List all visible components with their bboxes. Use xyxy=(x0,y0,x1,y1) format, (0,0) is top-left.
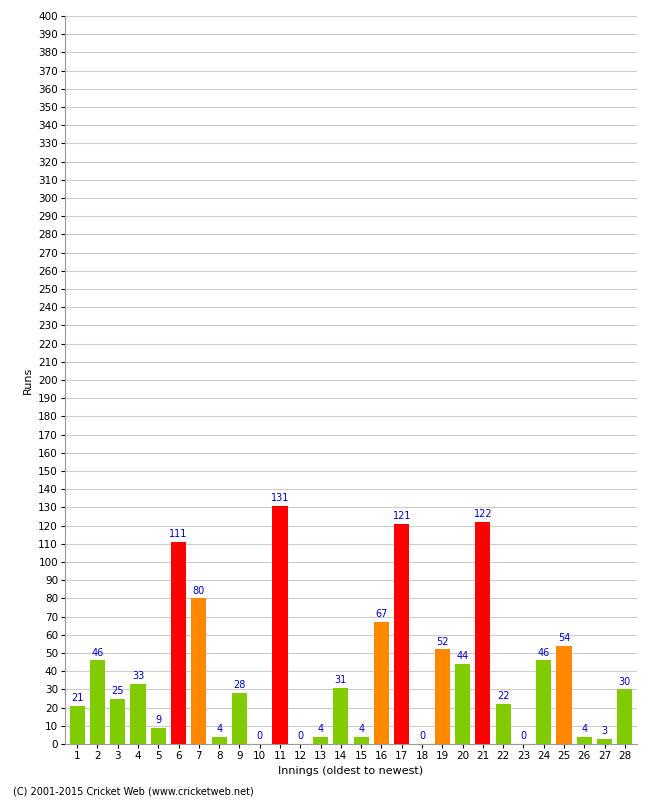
Text: 46: 46 xyxy=(538,647,550,658)
Text: 0: 0 xyxy=(419,731,425,742)
Text: 33: 33 xyxy=(132,671,144,682)
Bar xyxy=(90,660,105,744)
Bar xyxy=(394,524,410,744)
Bar xyxy=(536,660,551,744)
Y-axis label: Runs: Runs xyxy=(23,366,32,394)
Bar xyxy=(374,622,389,744)
Text: 4: 4 xyxy=(216,724,222,734)
Bar xyxy=(435,650,450,744)
Bar xyxy=(131,684,146,744)
Text: 46: 46 xyxy=(92,647,103,658)
Bar xyxy=(313,737,328,744)
Text: 44: 44 xyxy=(456,651,469,661)
Bar xyxy=(70,706,84,744)
Bar xyxy=(232,693,247,744)
Bar xyxy=(475,522,491,744)
Text: 4: 4 xyxy=(581,724,588,734)
Text: 30: 30 xyxy=(619,677,631,686)
Bar xyxy=(171,542,186,744)
Text: 131: 131 xyxy=(271,493,289,503)
Bar xyxy=(556,646,571,744)
Text: 0: 0 xyxy=(257,731,263,742)
Text: 80: 80 xyxy=(193,586,205,596)
Text: 21: 21 xyxy=(71,693,83,703)
Bar xyxy=(577,737,592,744)
Text: 3: 3 xyxy=(601,726,608,736)
Text: 0: 0 xyxy=(297,731,304,742)
X-axis label: Innings (oldest to newest): Innings (oldest to newest) xyxy=(278,766,424,777)
Text: 111: 111 xyxy=(170,530,188,539)
Text: 9: 9 xyxy=(155,715,161,725)
Bar xyxy=(110,698,125,744)
Bar xyxy=(455,664,470,744)
Bar xyxy=(597,738,612,744)
Bar xyxy=(333,687,348,744)
Text: 67: 67 xyxy=(375,610,387,619)
Bar xyxy=(618,690,632,744)
Text: 4: 4 xyxy=(317,724,324,734)
Text: 4: 4 xyxy=(358,724,364,734)
Bar xyxy=(151,728,166,744)
Text: (C) 2001-2015 Cricket Web (www.cricketweb.net): (C) 2001-2015 Cricket Web (www.cricketwe… xyxy=(13,786,254,796)
Text: 25: 25 xyxy=(112,686,124,696)
Text: 22: 22 xyxy=(497,691,510,702)
Text: 54: 54 xyxy=(558,633,570,643)
Bar xyxy=(191,598,207,744)
Text: 52: 52 xyxy=(436,637,448,646)
Bar xyxy=(211,737,227,744)
Text: 0: 0 xyxy=(521,731,526,742)
Text: 122: 122 xyxy=(474,510,492,519)
Bar xyxy=(272,506,287,744)
Text: 121: 121 xyxy=(393,511,411,521)
Text: 31: 31 xyxy=(335,675,347,685)
Text: 28: 28 xyxy=(233,680,246,690)
Bar xyxy=(495,704,511,744)
Bar xyxy=(354,737,369,744)
